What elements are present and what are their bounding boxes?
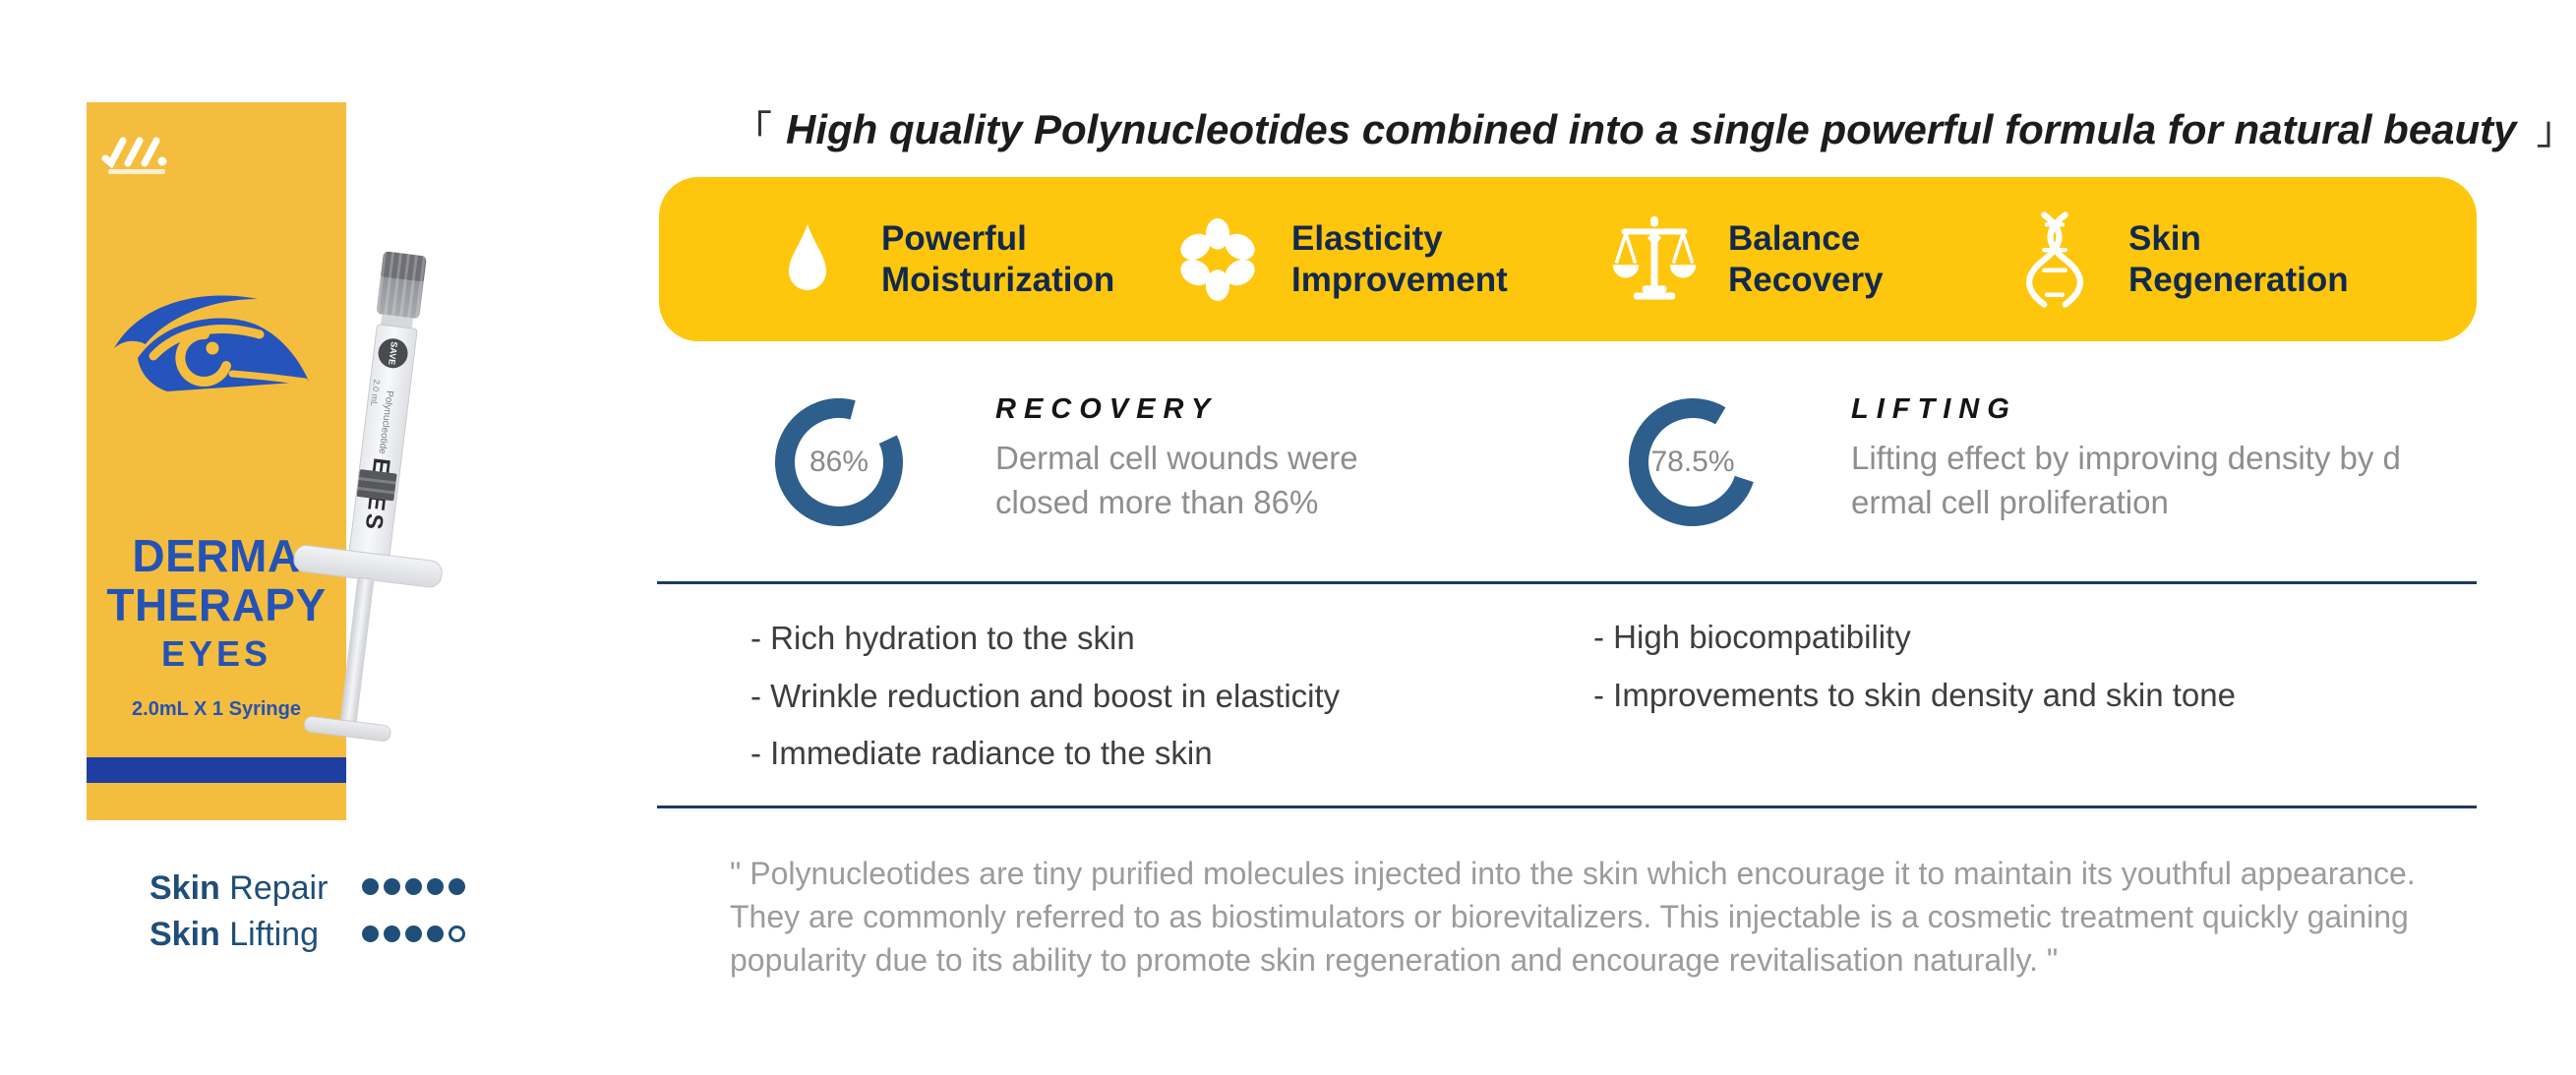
feature-label-line1: Elasticity [1291,218,1443,258]
quote-line3: popularity due to its ability to promote… [730,942,2059,978]
feature-elasticity: Elasticity Improvement [1170,177,1508,341]
lifting-desc: Lifting effect by improving density by d… [1851,436,2401,524]
syringe-stopper [356,469,397,502]
headline: 「 High quality Polynucleotides combined i… [733,98,2576,155]
rating-dot [384,878,400,895]
rating-skin-lifting-dots [362,926,465,942]
product-subtitle: EYES [160,633,272,674]
box-accent-bar [87,757,346,783]
rating-skin-repair-dots [362,878,465,895]
lifting-desc-line1: Lifting effect by improving density by d [1851,440,2401,476]
benefit-item: - Rich hydration to the skin [750,620,1135,656]
syringe-plunger-rod [339,576,375,724]
benefit-item: - High biocompatibility [1593,619,1911,655]
recovery-desc: Dermal cell wounds were closed more than… [995,436,1358,524]
brand-logo-icon [101,137,167,169]
rating-label-bold: Skin [150,869,220,907]
lifting-gauge: 78.5% [1629,398,1757,526]
rating-dot [405,926,422,942]
quote-line2: They are commonly referred to as biostim… [730,899,2409,934]
lifting-gauge-value: 78.5% [1650,446,1735,478]
feature-label: Balance Recovery [1728,218,1884,301]
droplet-icon [760,222,854,297]
close-bracket: 」 [2536,109,2576,152]
headline-text: High quality Polynucleotides combined in… [786,106,2517,152]
rating-skin-repair-label: Skin Repair [150,869,328,908]
feature-moisturization: Powerful Moisturization [760,177,1114,341]
scales-icon [1607,213,1701,306]
rating-label-rest: Repair [219,869,329,907]
product-box: DERMA THERAPY EYES 2.0mL X 1 Syringe [87,102,346,820]
dna-icon [2007,210,2101,309]
lifting-desc-line2: ermal cell proliferation [1851,484,2169,520]
feature-label: Powerful Moisturization [881,218,1114,301]
divider-top [657,581,2477,584]
syringe-cap [376,251,427,320]
benefit-item: - Improvements to skin density and skin … [1593,677,2236,713]
feature-label-line1: Powerful [881,218,1027,258]
feature-regeneration: Skin Regeneration [2007,177,2349,341]
feature-label-line2: Recovery [1728,260,1884,299]
feature-banner: Powerful Moisturization [659,177,2477,341]
feature-label-line2: Regeneration [2128,260,2349,299]
rating-skin-lifting-label: Skin Lifting [150,916,319,954]
recovery-gauge: 86% [775,398,903,526]
product-title-line2: THERAPY [106,579,327,630]
feature-label: Skin Regeneration [2128,218,2349,301]
rating-dot [449,878,465,895]
feature-label-line1: Skin [2128,218,2201,258]
brand-subtext-placeholder [108,169,165,174]
flower-icon [1170,217,1264,301]
rating-dot [427,878,444,895]
feature-label: Elasticity Improvement [1291,218,1508,301]
rating-dot [449,926,465,942]
quote-line1: " Polynucleotides are tiny purified mole… [730,856,2416,891]
feature-balance: Balance Recovery [1607,177,1884,341]
rating-label-bold: Skin [150,916,220,953]
rating-dot [362,878,379,895]
recovery-gauge-value: 86% [809,446,869,478]
rating-dot [405,878,422,895]
lifting-title: LIFTING [1851,393,2017,425]
quote-paragraph: " Polynucleotides are tiny purified mole… [730,852,2416,982]
benefit-item: - Immediate radiance to the skin [750,735,1213,771]
syringe-barrel: SAVE 2.0 mL Polynucleotide EYES [348,324,418,558]
product-title-line1: DERMA [132,530,301,581]
feature-label-line2: Improvement [1291,260,1508,299]
lifting-gauge-arc [1629,398,1757,526]
rating-label-rest: Lifting [219,916,319,953]
recovery-desc-line1: Dermal cell wounds were [995,440,1358,476]
product-title: DERMA THERAPY [87,531,346,629]
feature-label-line2: Moisturization [881,260,1115,299]
recovery-title: RECOVERY [995,393,1219,425]
eye-logo-icon [114,295,309,391]
recovery-desc-line2: closed more than 86% [995,484,1319,520]
product-volume: 2.0mL X 1 Syringe [132,698,301,720]
open-bracket: 「 [733,109,772,152]
divider-bottom [657,806,2477,808]
rating-dot [362,926,379,942]
benefit-item: - Wrinkle reduction and boost in elastic… [750,678,1341,714]
rating-dot [427,926,444,942]
feature-label-line1: Balance [1728,218,1861,258]
rating-dot [384,926,400,942]
